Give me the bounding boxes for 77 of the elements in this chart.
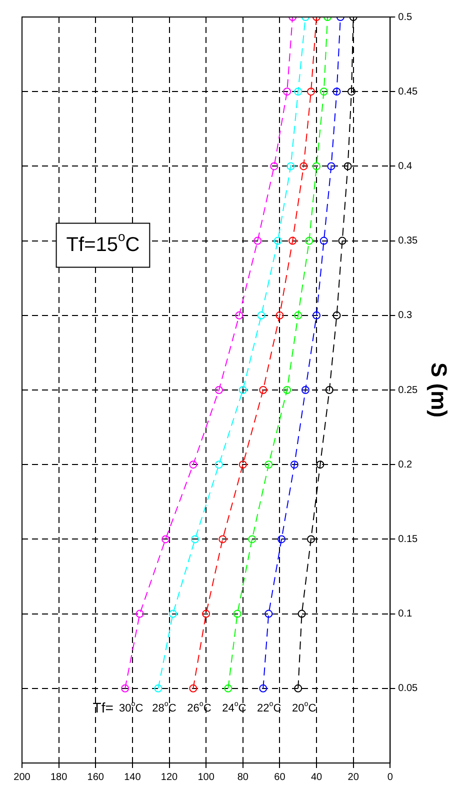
- x-tick-label: 120: [160, 772, 178, 783]
- y-tick-label: 0.2: [398, 459, 412, 470]
- point: [191, 535, 200, 544]
- x-tick-label: 140: [124, 772, 142, 783]
- point: [347, 88, 356, 96]
- x-tick-label: 20: [348, 772, 360, 783]
- point: [286, 162, 295, 170]
- point: [294, 311, 302, 320]
- annotation: Tf=: [92, 699, 114, 716]
- x-tick-label: 60: [274, 772, 286, 783]
- point: [259, 684, 268, 692]
- point: [254, 236, 262, 245]
- point: [233, 610, 242, 618]
- point: [320, 88, 328, 96]
- point: [264, 610, 273, 618]
- point: [214, 460, 223, 469]
- point: [283, 88, 292, 96]
- point: [278, 535, 286, 544]
- point: [327, 162, 336, 170]
- x-tick-label: 0: [387, 772, 394, 783]
- point: [264, 460, 273, 469]
- y-tick-label: 0.45: [398, 86, 418, 98]
- point: [344, 162, 352, 170]
- point: [294, 684, 302, 692]
- y-axis-title: S (m): [426, 362, 452, 418]
- point: [214, 386, 223, 394]
- point: [257, 311, 266, 320]
- y-tick-label: 0.5: [398, 12, 412, 23]
- point: [298, 610, 306, 618]
- x-tick-label: 40: [310, 772, 323, 783]
- y-tick-label: 0.35: [398, 236, 418, 247]
- point: [121, 684, 130, 692]
- point: [238, 386, 247, 394]
- y-tick-label: 0.4: [398, 160, 412, 172]
- point: [202, 610, 210, 618]
- point: [189, 460, 198, 469]
- y-tick-label: 0.3: [398, 310, 412, 322]
- point: [283, 386, 292, 394]
- point: [136, 610, 144, 618]
- point: [238, 460, 247, 469]
- point: [270, 162, 278, 170]
- point: [320, 236, 328, 245]
- point: [306, 535, 315, 544]
- x-tick-label: 160: [87, 772, 104, 783]
- y-tick-label: 0.25: [398, 384, 418, 396]
- point: [325, 386, 334, 394]
- point: [294, 88, 302, 96]
- point: [276, 311, 284, 320]
- point: [288, 236, 297, 245]
- x-tick-label: 80: [237, 772, 249, 783]
- point: [162, 535, 170, 544]
- point: [154, 684, 162, 692]
- point: [332, 311, 341, 320]
- point: [235, 311, 244, 320]
- y-tick-label: 0.15: [398, 534, 418, 545]
- x-tick-label: 180: [50, 772, 68, 783]
- point: [332, 88, 341, 96]
- point: [301, 386, 310, 394]
- point: [305, 236, 314, 245]
- point: [312, 311, 321, 320]
- point: [259, 386, 268, 394]
- point: [248, 535, 256, 544]
- point: [224, 684, 232, 692]
- x-tick-label: 100: [198, 772, 215, 783]
- point: [218, 535, 227, 544]
- point: [338, 236, 346, 245]
- point: [312, 162, 321, 170]
- point: [306, 88, 315, 96]
- point: [290, 460, 298, 469]
- point: [168, 610, 177, 618]
- y-tick-label: 0.1: [398, 608, 412, 620]
- y-tick-label: 0.05: [398, 683, 418, 694]
- point: [316, 460, 324, 469]
- point: [189, 684, 198, 692]
- point: [274, 236, 282, 245]
- x-tick-label: 200: [14, 772, 31, 783]
- point: [300, 162, 308, 170]
